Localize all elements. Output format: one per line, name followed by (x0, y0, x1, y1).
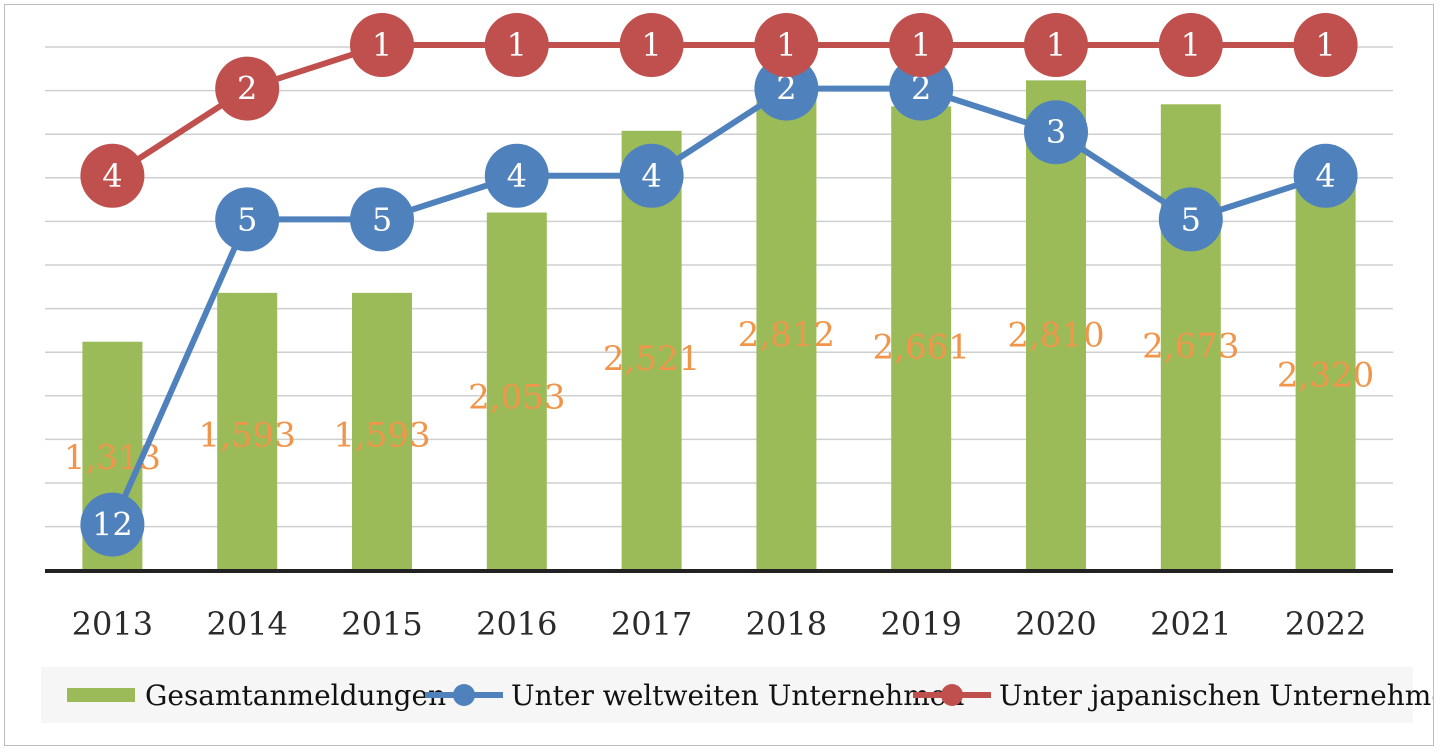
legend-label-line-1: Unter japanischen Unternehmen (999, 679, 1433, 712)
legend-swatch-marker-0 (453, 684, 475, 706)
series-marker-label: 1 (911, 26, 931, 64)
bar-value-label: 2,812 (738, 315, 835, 355)
bar-value-label: 1,593 (199, 415, 296, 455)
x-tick-label: 2014 (206, 605, 287, 643)
series-marker-1 (619, 13, 684, 77)
series-marker-label: 2 (776, 70, 796, 108)
x-tick-label: 2019 (880, 605, 961, 643)
series-marker-1 (1158, 13, 1223, 77)
series-marker-label: 4 (507, 157, 527, 195)
legend: Gesamtanmeldungen Unter weltweiten Untern… (41, 667, 1433, 723)
chart-frame: 1,313 1,593 1,593 2,053 2,521 2,812 2,661 2,810… (4, 4, 1434, 746)
x-tick-label: 2020 (1015, 605, 1096, 643)
series-marker-0 (619, 143, 684, 208)
series-marker-label: 5 (237, 200, 257, 238)
series-marker-1 (215, 56, 280, 121)
rank-lines: 12 5 5 4 4 2 2 3 5 4 4 2 1 1 1 1 1 1 1 1 (80, 13, 1358, 557)
series-marker-1 (350, 13, 414, 77)
series-marker-label: 2 (911, 70, 931, 108)
series-line-1 (110, 42, 1326, 179)
series-marker-0 (215, 187, 280, 252)
x-tick-label: 2021 (1150, 605, 1231, 643)
bar-value-label: 2,810 (1007, 315, 1104, 355)
series-marker-1 (754, 13, 819, 77)
x-tick-label: 2015 (341, 605, 422, 643)
bar-2021 (1160, 104, 1221, 571)
series-marker-label: 4 (641, 157, 661, 195)
bar-2019 (891, 106, 952, 571)
series-marker-label: 12 (92, 506, 133, 544)
series-marker-label: 4 (1315, 157, 1335, 195)
series-marker-1 (1293, 13, 1358, 77)
series-marker-0 (350, 187, 414, 252)
series-marker-label: 1 (1315, 26, 1335, 64)
series-marker-1 (1024, 13, 1088, 77)
bar-2014 (217, 292, 278, 571)
x-tick-label: 2013 (72, 605, 153, 643)
series-marker-0 (80, 492, 145, 557)
series-marker-label: 1 (1181, 26, 1201, 64)
legend-label-line-0: Unter weltweiten Unternehmen (511, 679, 964, 712)
bars (82, 80, 1356, 572)
x-tick-label: 2017 (611, 605, 692, 643)
x-tick-labels: 2013 2014 2015 2016 2017 2018 2019 2020 2021 2022 (72, 605, 1367, 643)
bar-value-label: 2,673 (1142, 327, 1239, 367)
legend-swatch-bar (67, 688, 135, 702)
series-marker-label: 5 (372, 200, 392, 238)
bar-2022 (1295, 165, 1356, 571)
series-marker-label: 3 (1046, 113, 1066, 151)
bar-2015 (352, 292, 412, 571)
bar-2018 (756, 80, 817, 571)
bar-value-label: 1,593 (333, 415, 430, 455)
series-marker-label: 1 (1046, 26, 1066, 64)
series-marker-label: 5 (1181, 200, 1201, 238)
x-tick-label: 2016 (476, 605, 557, 643)
series-marker-label: 1 (507, 26, 527, 64)
series-marker-1 (80, 143, 145, 208)
x-tick-label: 2022 (1285, 605, 1366, 643)
series-marker-label: 1 (372, 26, 392, 64)
bar-value-label: 2,053 (468, 378, 565, 418)
series-marker-label: 1 (641, 26, 661, 64)
series-marker-1 (889, 13, 954, 77)
series-marker-0 (1293, 143, 1358, 208)
x-tick-label: 2018 (746, 605, 827, 643)
legend-label-bar: Gesamtanmeldungen (145, 679, 446, 712)
series-marker-label: 4 (102, 157, 122, 195)
bar-2016 (486, 212, 547, 572)
series-marker-0 (484, 143, 549, 208)
legend-swatch-marker-1 (941, 684, 963, 706)
bar-value-label: 2,661 (873, 328, 970, 368)
legend-background (41, 667, 1413, 723)
bar-value-label: 2,521 (603, 339, 700, 379)
series-marker-label: 2 (237, 70, 257, 108)
series-marker-label: 1 (776, 26, 796, 64)
series-marker-0 (1024, 100, 1088, 165)
series-marker-1 (484, 13, 549, 77)
series-marker-0 (1158, 187, 1223, 252)
bar-value-label: 2,320 (1277, 356, 1374, 396)
series-line-0 (109, 85, 1327, 526)
